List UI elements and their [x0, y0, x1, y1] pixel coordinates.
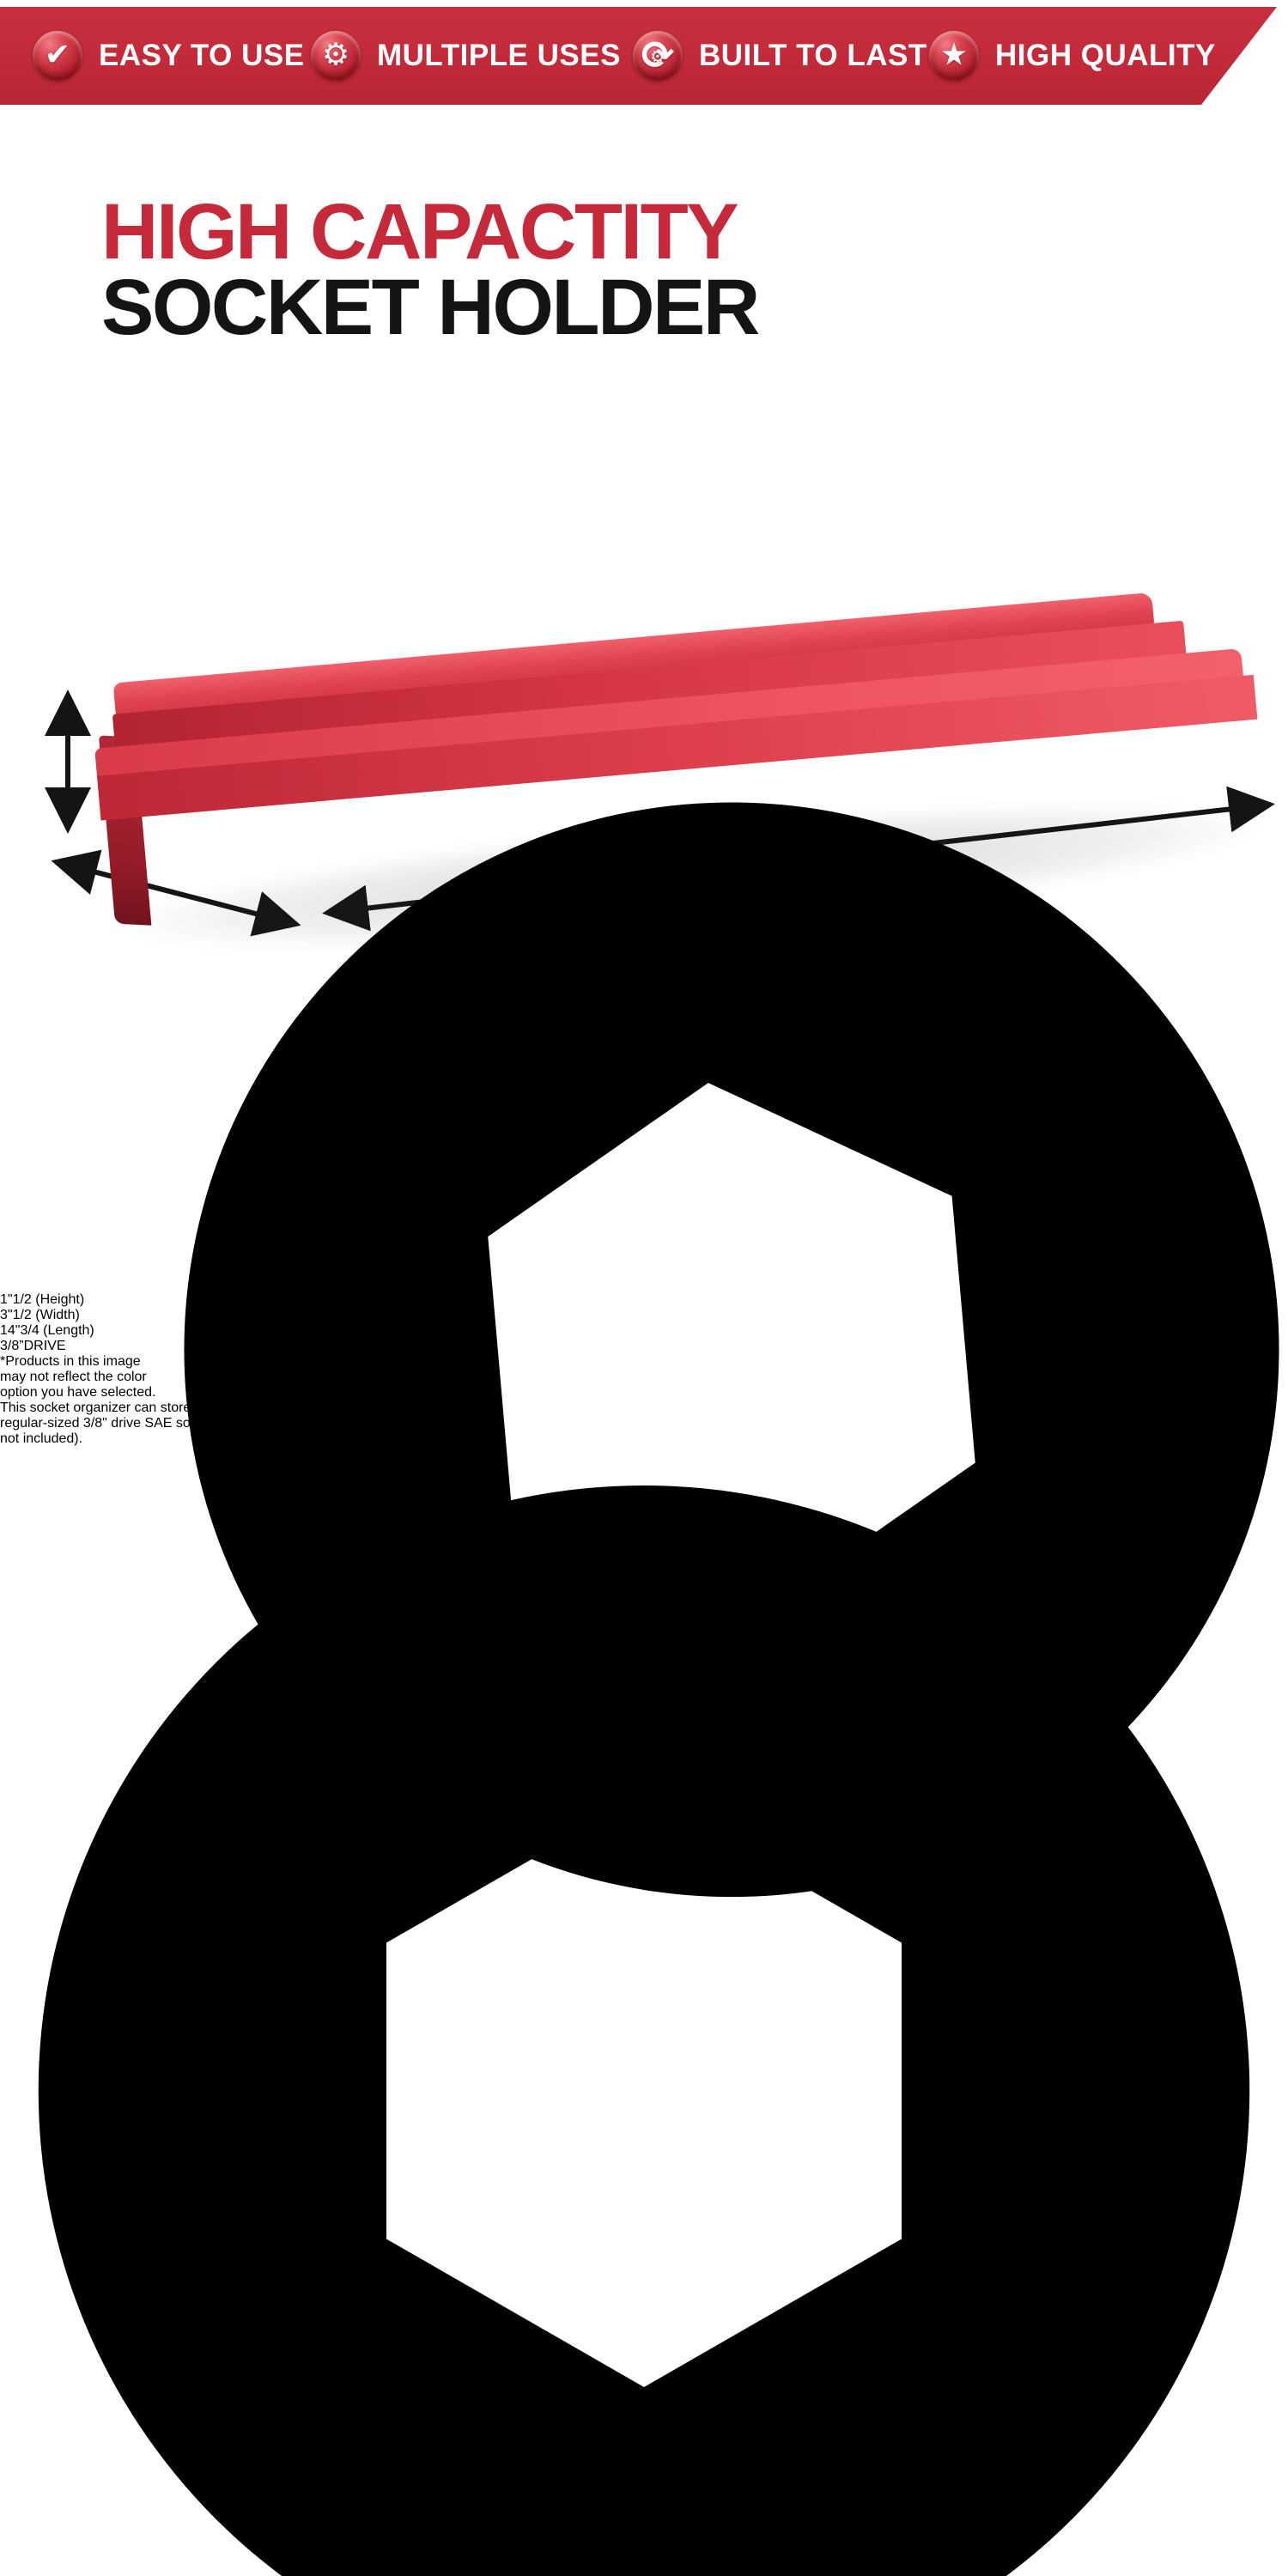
- gear-refresh-icon: ⟳ ⚙: [633, 31, 683, 81]
- socket-opening: [87, 654, 113, 662]
- marketing-page: { "top_banner": { "bg": "#c22a39", "feat…: [0, 7, 1279, 2576]
- drive-word: DRIVE: [23, 1339, 66, 1353]
- gear-glyph: ⚙: [650, 46, 665, 67]
- check-icon-glyph: ✔: [44, 37, 71, 73]
- star-icon-glyph: ★: [939, 37, 969, 73]
- feature-item: ★ HIGH QUALITY: [929, 7, 1216, 105]
- feature-label: MULTIPLE USES: [377, 39, 621, 72]
- shallow-socket: [237, 2369, 333, 2440]
- fraction-denominator: 8: [11, 1339, 20, 1353]
- shallow-socket: [248, 2495, 332, 2562]
- shallow-socket: [231, 2304, 334, 2378]
- socket-tray: 1/45/163/87/161/29/165/811/163/413/167/8…: [76, 430, 1288, 1999]
- socket-opening: [76, 541, 100, 548]
- page-title: HIGH CAPACTITY SOCKET HOLDER: [101, 188, 760, 352]
- gear-icon-glyph: ⚙: [321, 37, 350, 73]
- tray-logo-bold: lsa: [203, 1983, 222, 2000]
- gear-icon: ⚙: [311, 31, 361, 81]
- deep-socket: [217, 2140, 320, 2312]
- width-dimension-arrow: [51, 849, 301, 937]
- feature-label: EASY TO USE: [99, 39, 305, 72]
- feature-item: ✔ EASY TO USE: [33, 7, 305, 105]
- tray-logo-light: tools: [220, 1980, 251, 1998]
- refresh-arrow-glyph: ⟳: [641, 32, 675, 79]
- deep-socket: [203, 1981, 299, 2148]
- check-icon: ✔: [33, 31, 82, 81]
- tray-brand-logo: lsatools: [100, 719, 1288, 2000]
- drive-fraction: 3/8”: [0, 1339, 24, 1353]
- page-title-line2: SOCKET HOLDER: [101, 264, 760, 352]
- feature-label: HIGH QUALITY: [995, 39, 1216, 72]
- feature-item: ⚙ MULTIPLE USES: [311, 7, 621, 105]
- feature-item: ⟳ ⚙ BUILT TO LAST: [633, 7, 927, 105]
- product-photo: 1/45/163/87/161/29/165/811/163/413/167/8…: [94, 481, 1279, 1999]
- top-feature-banner: ✔ EASY TO USE ⚙ MULTIPLE USES ⟳ ⚙ BUILT TO LAS…: [0, 7, 1277, 105]
- star-icon: ★: [929, 31, 979, 81]
- shallow-socket: [243, 2433, 333, 2502]
- feature-label: BUILT TO LAST: [699, 39, 927, 72]
- page-title-line1: HIGH CAPACTITY: [101, 188, 739, 276]
- fraction-numerator: 3: [0, 1339, 8, 1353]
